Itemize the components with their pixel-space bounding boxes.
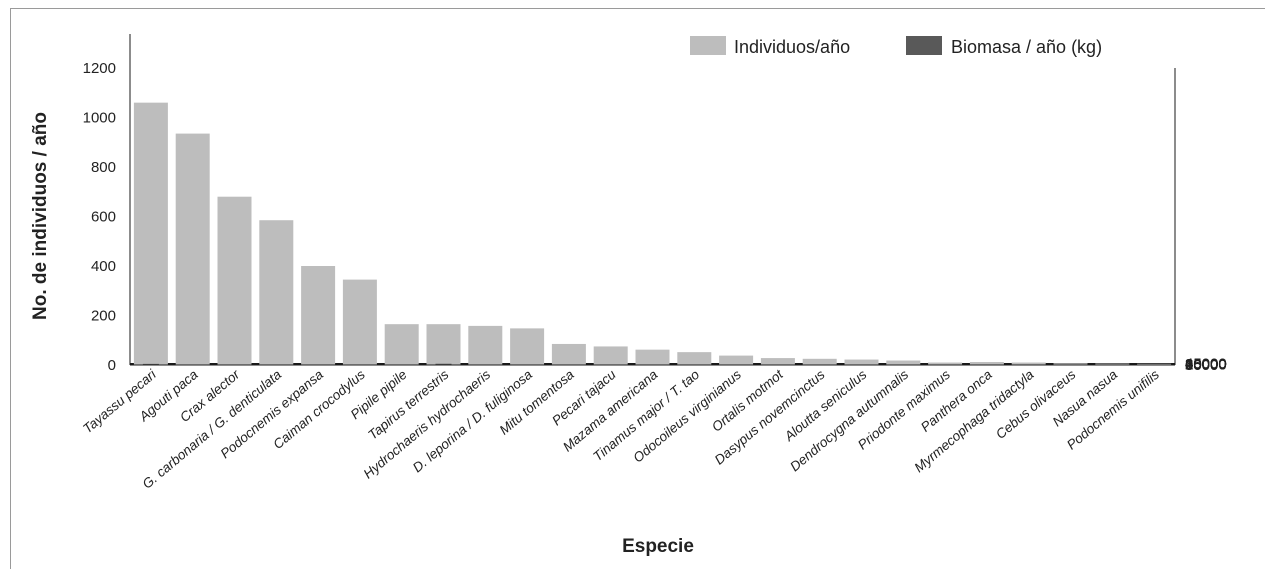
bar-individuos	[1095, 363, 1130, 365]
bar-individuos	[928, 362, 963, 365]
axes	[129, 34, 1176, 366]
bar-individuos	[259, 220, 294, 365]
left-tick-label: 200	[91, 308, 116, 325]
right-tick-label: 5000	[1185, 357, 1218, 374]
right-tick-label: 10000	[1185, 357, 1227, 374]
bar-individuos	[426, 324, 461, 365]
bar-individuos	[133, 102, 168, 366]
bar-biomasa	[435, 363, 452, 365]
bar-individuos	[551, 343, 586, 365]
left-tick-label: 0	[108, 357, 116, 374]
legend-label-biomasa: Biomasa / año (kg)	[951, 37, 1102, 57]
bar-individuos	[384, 324, 419, 365]
bar-individuos	[593, 346, 628, 365]
bar-individuos	[969, 362, 1004, 365]
bar-individuos	[677, 352, 712, 365]
bar-individuos	[1053, 363, 1088, 365]
left-tick-label: 1200	[83, 60, 116, 77]
category-label: Tayassu pecari	[80, 366, 160, 436]
x-axis-title: Especie	[622, 536, 694, 557]
bar-individuos	[301, 266, 336, 365]
right-tick-label: 20000	[1185, 356, 1227, 373]
category-label: Mitu tomentosa	[496, 366, 577, 437]
bar-individuos	[886, 360, 921, 365]
y-axis-title: No. de individuos / año	[30, 112, 51, 320]
right-tick-label: 30000	[1185, 356, 1227, 373]
right-axis-ticks: 0500010000150002000025000300003500040000…	[1185, 356, 1227, 374]
bar-individuos	[175, 133, 210, 365]
right-tick-label: 40000	[1185, 356, 1227, 373]
bar-individuos	[342, 279, 377, 365]
bar-individuos	[1011, 362, 1046, 365]
category-label: Panthera onca	[918, 366, 995, 434]
right-tick-label: 0	[1185, 357, 1193, 374]
legend: Individuos/año Biomasa / año (kg)	[690, 36, 1102, 57]
right-tick-label: 35000	[1185, 356, 1227, 373]
bar-individuos	[760, 358, 795, 365]
bar-individuos	[719, 355, 754, 365]
bars	[133, 102, 1172, 366]
bar-individuos	[802, 358, 837, 365]
legend-label-individuos: Individuos/año	[734, 37, 850, 57]
bar-individuos	[1137, 363, 1172, 365]
chart-frame	[10, 8, 1265, 569]
right-tick-label: 45000	[1185, 356, 1227, 373]
left-tick-label: 400	[91, 258, 116, 275]
legend-swatch-biomasa	[906, 36, 942, 55]
bar-individuos	[510, 328, 545, 365]
left-tick-label: 600	[91, 209, 116, 226]
left-axis-ticks: 0 200 400 600 800 1000 1200	[83, 60, 116, 374]
bar-individuos	[468, 325, 503, 365]
right-tick-label: 15000	[1185, 357, 1227, 374]
bar-individuos	[844, 359, 879, 365]
left-tick-label: 1000	[83, 110, 116, 127]
left-tick-label: 800	[91, 159, 116, 176]
right-tick-label: 25000	[1185, 356, 1227, 373]
bar-individuos	[217, 196, 252, 365]
bar-individuos	[635, 349, 670, 365]
bar-biomasa	[142, 363, 159, 365]
legend-swatch-individuos	[690, 36, 726, 55]
